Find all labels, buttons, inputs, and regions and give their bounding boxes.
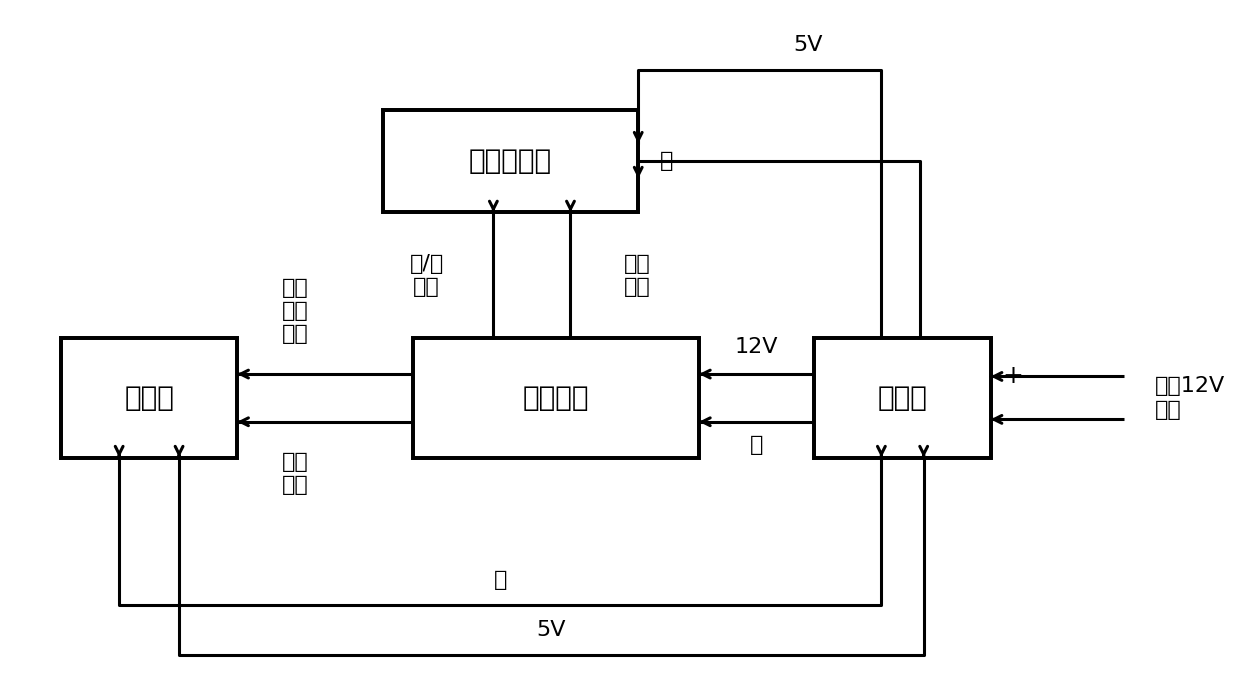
- Bar: [383, 110, 639, 212]
- Text: 电源板: 电源板: [878, 384, 928, 412]
- Text: 强度
信号: 强度 信号: [624, 254, 651, 297]
- Text: 地: 地: [494, 570, 507, 590]
- Text: 视频板: 视频板: [124, 384, 174, 412]
- Text: 主控制板: 主控制板: [523, 384, 589, 412]
- Text: 5V: 5V: [794, 36, 823, 55]
- Text: 5V: 5V: [537, 620, 567, 641]
- Text: -: -: [1003, 407, 1012, 432]
- Text: 地: 地: [660, 151, 673, 171]
- Text: 地: 地: [750, 435, 764, 455]
- Text: 图像
存取
信号: 图像 存取 信号: [281, 278, 309, 344]
- Bar: [815, 338, 991, 458]
- Text: 12V: 12V: [735, 337, 779, 357]
- Text: 开/关
信号: 开/关 信号: [409, 254, 444, 297]
- Text: 激光控制板: 激光控制板: [469, 147, 552, 175]
- Text: 外接12V
电池: 外接12V 电池: [1154, 376, 1225, 419]
- Bar: [61, 338, 237, 458]
- Text: +: +: [1003, 365, 1024, 389]
- Text: 拍摄
信号: 拍摄 信号: [281, 452, 309, 495]
- Bar: [413, 338, 699, 458]
